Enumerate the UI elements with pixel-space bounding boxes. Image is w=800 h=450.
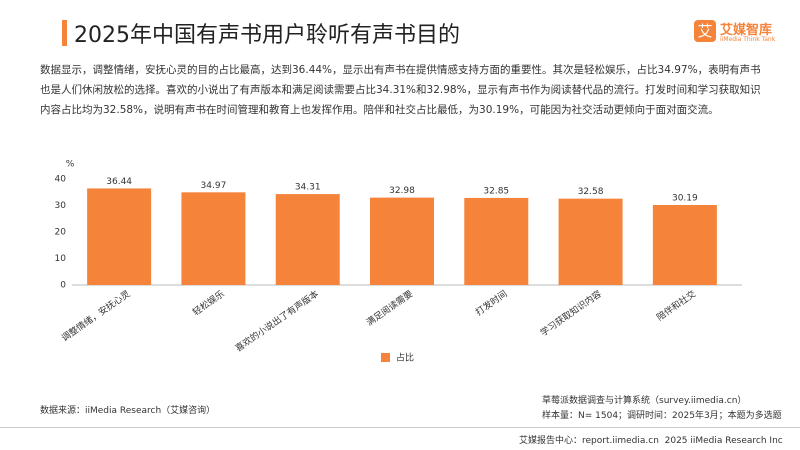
summary-paragraph: 数据显示，调整情绪，安抚心灵的目的占比最高，达到36.44%，显示出有声书在提供… <box>40 64 761 116</box>
bar <box>464 197 529 285</box>
x-tick-label: 调整情绪，安抚心灵 <box>59 288 132 344</box>
y-tick-label: 20 <box>55 228 67 238</box>
title-accent <box>62 20 67 46</box>
bar <box>558 198 623 285</box>
logo-icon: 艾 <box>694 20 716 42</box>
y-tick-label: 0 <box>60 281 66 291</box>
bar <box>87 188 152 285</box>
source-note: 数据来源：iiMedia Research（艾媒咨询） <box>40 406 216 416</box>
sample-note: 样本量：N= 1504；调研时间：2025年3月；本题为多选题 <box>542 411 782 421</box>
data-label: 30.19 <box>672 193 698 203</box>
x-tick-label: 学习获取知识内容 <box>538 288 604 339</box>
data-label: 34.97 <box>201 181 227 191</box>
x-tick-label: 陪伴和社交 <box>654 288 698 324</box>
x-tick-label: 打发时间 <box>473 288 509 318</box>
y-tick-label: 10 <box>55 254 67 264</box>
logo-text: 艾媒智库 <box>720 23 773 38</box>
logo-subtext: iiMedia Think Tank <box>720 36 776 43</box>
bar <box>181 192 246 285</box>
page-title: 2025年中国有声书用户聆听有声书目的 <box>74 23 460 48</box>
y-unit: % <box>66 160 75 170</box>
bar <box>652 204 717 285</box>
legend-label: 占比 <box>396 352 414 364</box>
bar <box>275 194 340 285</box>
x-tick-label: 轻松娱乐 <box>190 288 226 318</box>
footer: 艾媒报告中心：report.iimedia.cn 2025 iiMedia Re… <box>519 436 783 446</box>
data-label: 36.44 <box>106 177 132 187</box>
legend-swatch <box>381 353 390 362</box>
data-label: 32.85 <box>483 186 509 196</box>
data-label: 32.58 <box>578 187 604 197</box>
y-tick-label: 30 <box>55 201 67 211</box>
x-tick-label: 喜欢的小说出了有声版本 <box>233 288 321 355</box>
data-label: 34.31 <box>295 183 321 193</box>
data-label: 32.98 <box>389 186 415 196</box>
bar <box>370 197 434 285</box>
system-note: 草莓派数据调查与计算系统（survey.iimedia.cn） <box>542 396 747 406</box>
y-tick-label: 40 <box>55 175 67 185</box>
x-tick-label: 满足阅读需要 <box>364 288 415 329</box>
footer-divider <box>0 427 800 428</box>
